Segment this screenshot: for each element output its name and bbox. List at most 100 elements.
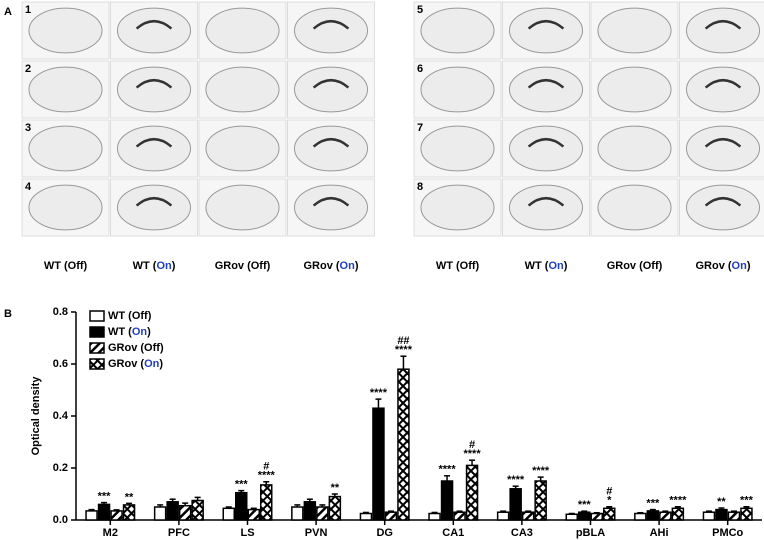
significance: ****: [532, 465, 550, 477]
row-label: 1: [25, 4, 31, 16]
brain-section: [205, 66, 280, 113]
bar: [191, 499, 204, 521]
brain-section: [508, 7, 584, 54]
bar: [702, 511, 716, 521]
significance: #: [263, 461, 269, 473]
bar: [303, 501, 317, 521]
panel-label: B: [4, 308, 12, 320]
hippocampus: [704, 196, 742, 207]
y-tick-label: 0.2: [53, 462, 68, 474]
x-tick-label: AHi: [650, 527, 669, 539]
bar: [97, 503, 111, 521]
legend-label: WT (Off): [108, 310, 152, 322]
bar: [521, 511, 535, 521]
x-tick-label: M2: [103, 527, 118, 539]
bar: [372, 407, 385, 521]
hippocampus: [135, 137, 173, 148]
x-tick-label: LS: [240, 527, 254, 539]
hippocampus: [135, 19, 173, 30]
bar: [634, 512, 647, 521]
hippocampus: [135, 78, 173, 89]
significance: **: [717, 496, 726, 508]
y-tick-label: 0.6: [53, 358, 68, 370]
bar: [359, 512, 373, 521]
y-axis-title: Optical density: [30, 376, 42, 456]
hippocampus: [704, 137, 742, 148]
bar: [122, 504, 136, 521]
legend-label: WT (On): [108, 326, 151, 338]
row-label: 8: [417, 181, 423, 193]
significance: *: [607, 495, 612, 507]
brain-section: [420, 125, 495, 172]
hippocampus: [527, 78, 565, 89]
brain-section: [28, 184, 103, 231]
legend-swatch: [89, 326, 105, 338]
significance: **: [331, 482, 340, 494]
brain-section: [685, 66, 761, 113]
column-label: WT (Off): [44, 260, 88, 272]
column-label: GRov (Off): [607, 260, 663, 272]
panel-label: A: [4, 6, 12, 18]
y-tick-label: 0.4: [53, 410, 69, 422]
bar: [110, 510, 123, 521]
significance: ***: [98, 490, 112, 502]
bar: [247, 508, 260, 521]
brain-section: [597, 7, 672, 54]
hippocampus: [527, 137, 565, 148]
bar: [291, 506, 304, 521]
bar: [715, 508, 728, 521]
significance: ##: [397, 335, 409, 347]
bar: [316, 506, 329, 521]
x-tick-label: PFC: [168, 527, 190, 539]
significance: ****: [395, 344, 413, 356]
hippocampus: [312, 78, 350, 89]
bar: [671, 507, 685, 521]
significance: ****: [669, 495, 687, 507]
brain-section: [28, 66, 103, 113]
brain-section: [116, 7, 192, 54]
hippocampus: [312, 196, 350, 207]
significance: ***: [235, 479, 249, 491]
hippocampus: [312, 19, 350, 30]
bar: [85, 510, 98, 521]
bar: [496, 511, 510, 521]
brain-section: [508, 184, 584, 231]
bar: [397, 368, 410, 521]
bar: [578, 511, 591, 521]
row-label: 6: [417, 63, 423, 75]
legend-swatch: [89, 342, 105, 354]
hippocampus: [135, 196, 173, 207]
significance: ****: [370, 387, 388, 399]
legend-label: GRov (On): [108, 358, 163, 370]
bar: [646, 510, 660, 521]
x-tick-label: PMCo: [712, 527, 743, 539]
brain-section: [116, 125, 192, 172]
bar: [440, 480, 454, 521]
bar: [328, 495, 342, 521]
legend-swatch: [89, 310, 105, 322]
hippocampus: [704, 78, 742, 89]
brain-section: [420, 7, 495, 54]
significance: ***: [578, 499, 592, 511]
bar: [222, 507, 235, 521]
significance: **: [125, 491, 134, 503]
y-tick-label: 0.8: [53, 306, 68, 318]
legend-label: GRov (Off): [108, 342, 164, 354]
bar: [384, 511, 398, 521]
brain-section: [597, 184, 672, 231]
row-label: 7: [417, 122, 423, 134]
bar: [727, 511, 741, 521]
brain-section: [28, 7, 103, 54]
brain-section: [116, 184, 192, 231]
brain-section: [116, 66, 192, 113]
row-label: 3: [25, 122, 31, 134]
bar: [590, 512, 603, 521]
bar: [603, 507, 616, 521]
bar: [178, 504, 192, 521]
row-label: 4: [25, 181, 32, 193]
brain-section: [205, 125, 280, 172]
y-tick-label: 0.0: [53, 514, 68, 526]
bar: [659, 511, 672, 521]
column-label: WT (On): [133, 260, 176, 272]
